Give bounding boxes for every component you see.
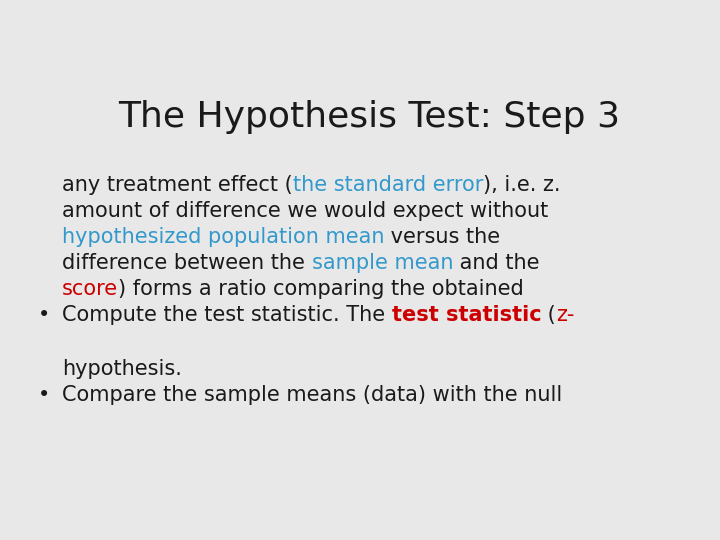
Text: Compute the test statistic. The: Compute the test statistic. The (62, 305, 392, 325)
Text: The Hypothesis Test: Step 3: The Hypothesis Test: Step 3 (118, 100, 620, 134)
Text: versus the: versus the (384, 227, 500, 247)
Text: sample mean: sample mean (312, 253, 453, 273)
Text: ) forms a ratio comparing the obtained: ) forms a ratio comparing the obtained (118, 279, 524, 299)
Text: hypothesis.: hypothesis. (62, 359, 182, 379)
Text: difference between the: difference between the (62, 253, 312, 273)
Text: •: • (38, 305, 50, 325)
Text: score: score (62, 279, 118, 299)
Text: test statistic: test statistic (392, 305, 541, 325)
Text: ), i.e. z.: ), i.e. z. (483, 175, 561, 195)
Text: and the: and the (453, 253, 539, 273)
Text: •: • (38, 385, 50, 405)
Text: any treatment effect (: any treatment effect ( (62, 175, 293, 195)
Text: z-: z- (556, 305, 575, 325)
Text: hypothesized population mean: hypothesized population mean (62, 227, 384, 247)
Text: Compare the sample means (data) with the null: Compare the sample means (data) with the… (62, 385, 562, 405)
Text: the standard error: the standard error (293, 175, 483, 195)
Text: amount of difference we would expect without: amount of difference we would expect wit… (62, 201, 548, 221)
Text: (: ( (541, 305, 556, 325)
